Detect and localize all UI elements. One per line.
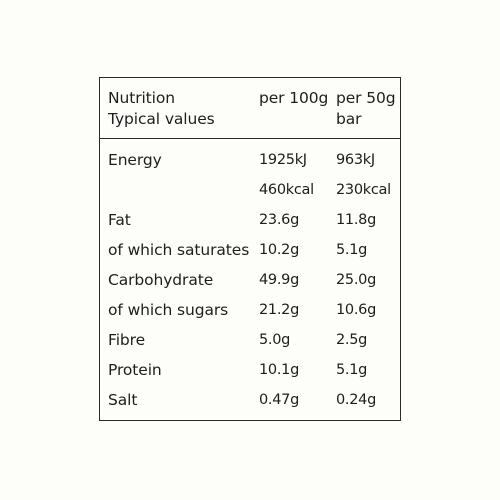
row-label: Fat — [108, 211, 131, 229]
row-per-50g: 25.0g — [336, 272, 376, 288]
row-per-50g: 11.8g — [336, 212, 376, 228]
row-per-50g: 5.1g — [336, 242, 368, 258]
row-label: of which sugars — [108, 301, 229, 319]
header-per-100g: per 100g — [259, 89, 329, 107]
row-label: Carbohydrate — [108, 271, 214, 289]
row-label: Salt — [108, 391, 138, 409]
row-per-100g: 10.1g — [259, 362, 299, 378]
header-per-50g: per 50g — [336, 89, 396, 107]
row-per-50g: 230kcal — [336, 182, 391, 198]
row-label: Fibre — [108, 331, 146, 349]
row-label: Protein — [108, 361, 162, 379]
nutrition-table: Nutrition Typical values per 100g per 50… — [99, 77, 401, 421]
row-label: Energy — [108, 151, 162, 169]
row-per-100g: 5.0g — [259, 332, 291, 348]
row-per-50g: 2.5g — [336, 332, 368, 348]
header-typical-values: Typical values — [108, 110, 215, 128]
row-per-100g: 21.2g — [259, 302, 299, 318]
row-per-100g: 1925kJ — [259, 152, 307, 168]
row-per-50g: 10.6g — [336, 302, 376, 318]
row-per-100g: 23.6g — [259, 212, 299, 228]
row-per-50g: 0.24g — [336, 392, 376, 408]
row-per-100g: 10.2g — [259, 242, 299, 258]
row-per-50g: 963kJ — [336, 152, 375, 168]
row-per-100g: 0.47g — [259, 392, 299, 408]
row-per-100g: 460kcal — [259, 182, 314, 198]
row-label: of which saturates — [108, 241, 250, 259]
header-nutrition: Nutrition — [108, 89, 175, 107]
table-header: Nutrition Typical values per 100g per 50… — [100, 78, 400, 139]
header-bar: bar — [336, 110, 362, 128]
row-per-100g: 49.9g — [259, 272, 299, 288]
row-per-50g: 5.1g — [336, 362, 368, 378]
